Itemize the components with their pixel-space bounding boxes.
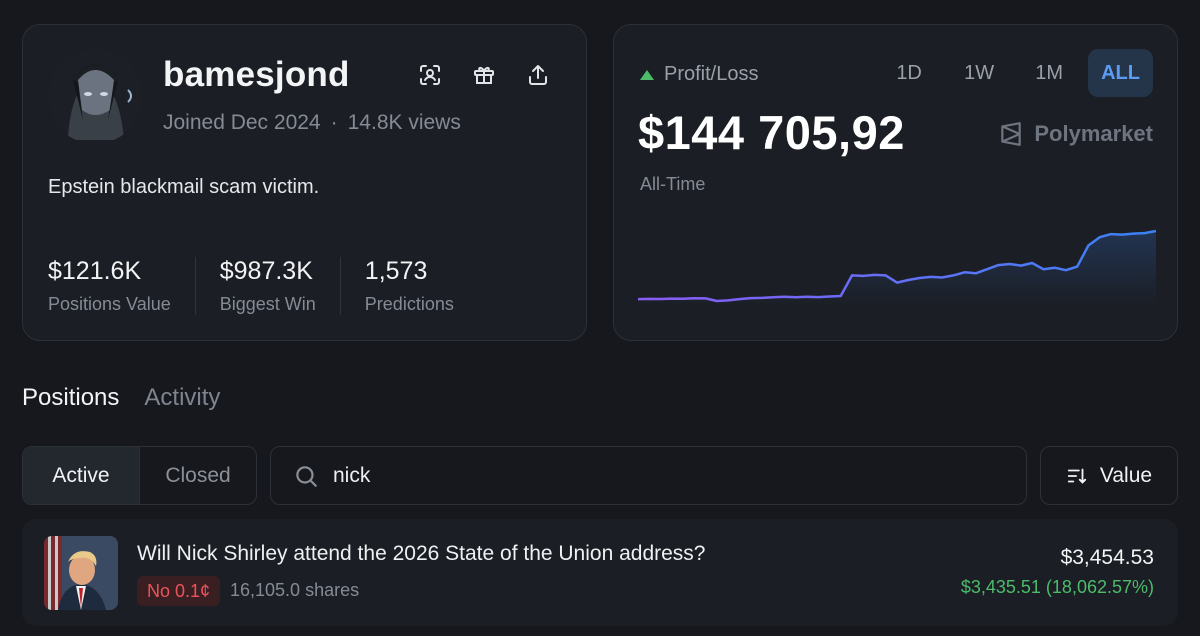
stat-biggest-win: $987.3K Biggest Win bbox=[220, 257, 341, 315]
tab-positions[interactable]: Positions bbox=[22, 384, 120, 411]
up-triangle-icon bbox=[640, 69, 654, 80]
pnl-value: $144 705,92 bbox=[638, 106, 905, 159]
stat-value: $121.6K bbox=[48, 257, 142, 285]
search-box bbox=[270, 446, 1027, 505]
gift-icon[interactable] bbox=[470, 61, 498, 89]
brand-name: Polymarket bbox=[1034, 121, 1153, 146]
bio: Epstein blackmail scam victim. bbox=[48, 176, 320, 198]
username: bamesjond bbox=[163, 55, 350, 94]
range-all[interactable]: ALL bbox=[1088, 49, 1153, 97]
stats-row: $121.6K Positions Value $987.3K Biggest … bbox=[48, 257, 502, 315]
status-segmented-control: Active Closed bbox=[22, 446, 257, 505]
sort-label: Value bbox=[1099, 463, 1153, 487]
stat-value: $987.3K bbox=[219, 257, 313, 285]
range-1w[interactable]: 1W bbox=[964, 61, 995, 84]
share-count: 16,105.0 shares bbox=[230, 580, 360, 600]
profile-card: bamesjond Joined Dec 2024 · 14.8K views bbox=[22, 24, 587, 341]
market-title[interactable]: Will Nick Shirley attend the 2026 State … bbox=[137, 542, 706, 565]
stat-label: Positions Value bbox=[48, 294, 171, 314]
view-tabs: Positions Activity bbox=[22, 384, 220, 412]
view-count: 14.8K views bbox=[347, 111, 461, 134]
stat-positions-value: $121.6K Positions Value bbox=[48, 257, 196, 315]
market-thumbnail bbox=[44, 536, 118, 610]
segment-active[interactable]: Active bbox=[23, 447, 140, 504]
pnl-period: All-Time bbox=[640, 174, 706, 194]
pnl-card: Profit/Loss 1D 1W 1M ALL $144 705,92 All… bbox=[613, 24, 1178, 341]
search-icon bbox=[296, 465, 317, 487]
polymarket-logo-icon bbox=[1001, 122, 1022, 146]
profile-actions bbox=[416, 61, 552, 89]
pnl-label: Profit/Loss bbox=[664, 63, 759, 85]
stat-label: Biggest Win bbox=[219, 294, 316, 314]
sort-button[interactable]: Value bbox=[1040, 446, 1178, 505]
stat-predictions: 1,573 Predictions bbox=[365, 257, 478, 315]
search-input[interactable] bbox=[333, 463, 933, 488]
pnl-chart bbox=[638, 229, 1156, 307]
pnl-area bbox=[638, 231, 1156, 307]
outcome-badge: No 0.1¢ bbox=[137, 576, 221, 606]
profile-meta: Joined Dec 2024 · 14.8K views bbox=[163, 111, 461, 135]
meta-separator: · bbox=[330, 111, 338, 134]
pnl-header: Profit/Loss bbox=[640, 63, 758, 86]
position-gain: $3,435.51 (18,062.57%) bbox=[960, 577, 1154, 597]
joined-date: Joined Dec 2024 bbox=[163, 111, 321, 134]
position-row[interactable]: Will Nick Shirley attend the 2026 State … bbox=[22, 519, 1178, 626]
range-1m[interactable]: 1M bbox=[1035, 61, 1063, 84]
avatar[interactable] bbox=[48, 50, 142, 144]
sort-icon bbox=[1067, 468, 1087, 484]
avatar-image bbox=[48, 50, 142, 144]
tab-activity[interactable]: Activity bbox=[144, 384, 221, 411]
stat-label: Predictions bbox=[364, 294, 454, 314]
scan-icon[interactable] bbox=[416, 61, 444, 89]
position-value: $3,454.53 bbox=[1060, 546, 1154, 569]
range-selector: 1D 1W 1M ALL bbox=[878, 49, 1153, 97]
stat-value: 1,573 bbox=[364, 257, 428, 285]
segment-closed[interactable]: Closed bbox=[165, 463, 231, 487]
pnl-line bbox=[638, 229, 1156, 303]
range-1d[interactable]: 1D bbox=[896, 61, 922, 84]
share-icon[interactable] bbox=[524, 61, 552, 89]
polymarket-brand: Polymarket bbox=[998, 121, 1153, 147]
